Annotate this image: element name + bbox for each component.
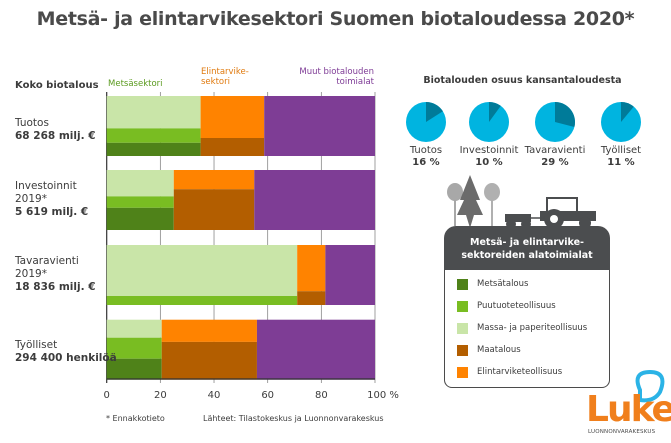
legend-swatch bbox=[457, 344, 468, 356]
luke-leaf-icon bbox=[635, 369, 665, 403]
bar-segment-maatalous bbox=[161, 341, 257, 380]
pie-tavaravienti-share bbox=[555, 102, 575, 127]
bar-segment-elintarviketeollisuus bbox=[200, 96, 265, 138]
bar-segment-maatalous bbox=[173, 189, 255, 230]
bar-segment-metsätalous bbox=[106, 142, 201, 156]
bar-segment-maatalous bbox=[297, 291, 326, 305]
pie-label-value: 11 % bbox=[607, 157, 635, 168]
x-tick-label: 100 % bbox=[367, 390, 399, 401]
x-tick-label: 60 bbox=[261, 390, 274, 401]
category-total: 18 836 milj. € bbox=[15, 281, 96, 293]
tree-icon bbox=[447, 183, 463, 201]
legend-label: Puutuoteteollisuus bbox=[477, 301, 556, 311]
bar-segment-other bbox=[264, 96, 375, 156]
category-total: 294 400 henkilöä bbox=[15, 352, 117, 364]
tree-trunk-icon bbox=[454, 196, 456, 226]
legend-item: Metsätalous bbox=[457, 277, 528, 291]
trailer-icon bbox=[505, 214, 531, 222]
legend-title: Metsä- ja elintarvike-sektoreiden alatoi… bbox=[444, 226, 610, 270]
category-label-tyolliset: Työlliset 294 400 henkilöä bbox=[15, 339, 117, 365]
pie-label-value: 10 % bbox=[475, 157, 503, 168]
legend-item: Massa- ja paperiteollisuus bbox=[457, 321, 587, 335]
category-name: Tavaravienti bbox=[15, 255, 79, 267]
category-name: 2019* bbox=[15, 268, 47, 280]
bar-segment-massa-ja-paperiteollisuus bbox=[106, 245, 298, 296]
x-tick-label: 20 bbox=[154, 390, 167, 401]
x-tick-label: 0 bbox=[104, 390, 110, 401]
legend-label: Elintarviketeollisuus bbox=[477, 367, 563, 377]
footnote: * Ennakkotieto bbox=[106, 414, 165, 423]
legend-title-line: Metsä- ja elintarvike- bbox=[470, 237, 584, 248]
pie-section-title: Biotalouden osuus kansantaloudesta bbox=[423, 75, 622, 86]
bar-segment-puutuoteteollisuus bbox=[106, 196, 174, 208]
tractor-hub-icon bbox=[550, 215, 558, 223]
sector-header-food: Elintarvike-sektori bbox=[201, 67, 249, 87]
bar-segment-elintarviketeollisuus bbox=[161, 319, 257, 342]
luke-logo-subtitle: LUONNONVARAKESKUS bbox=[588, 429, 656, 435]
tree-trunk-icon bbox=[491, 196, 493, 226]
pie-label-name: Tavaravienti bbox=[524, 145, 586, 156]
bar-segment-puutuoteteollisuus bbox=[106, 337, 162, 359]
pie-label: Työlliset 11 % bbox=[586, 145, 656, 169]
sector-header-other: Muut biotalouden toimialat bbox=[299, 67, 374, 87]
legend-label: Metsätalous bbox=[477, 279, 529, 289]
row-header: Koko biotalous bbox=[15, 80, 99, 91]
bar-segment-elintarviketeollisuus bbox=[297, 245, 326, 292]
bar-segment-metsätalous bbox=[106, 207, 174, 230]
pie-label: Tavaravienti 29 % bbox=[520, 145, 590, 169]
legend-item: Puutuoteteollisuus bbox=[457, 299, 556, 313]
category-total: 5 619 milj. € bbox=[15, 206, 89, 218]
pie-label-name: Investoinnit bbox=[459, 145, 519, 156]
legend-title-line: sektoreiden alatoimialat bbox=[461, 250, 593, 261]
pie-työlliset-share bbox=[621, 102, 634, 122]
sector-header-forest: Metsäsektori bbox=[108, 79, 163, 89]
legend-swatch bbox=[457, 366, 468, 378]
bar-segment-other bbox=[256, 319, 375, 380]
legend-swatch bbox=[457, 322, 468, 334]
bar-segment-massa-ja-paperiteollisuus bbox=[106, 170, 174, 197]
bar-segment-elintarviketeollisuus bbox=[173, 170, 255, 190]
category-label-tuotos: Tuotos 68 268 milj. € bbox=[15, 117, 96, 143]
bar-segment-other bbox=[254, 170, 375, 230]
spruce-icon bbox=[457, 175, 483, 228]
pie-tuotos-share bbox=[426, 102, 443, 122]
pie-label: Tuotos 16 % bbox=[391, 145, 461, 169]
bar-segment-puutuoteteollisuus bbox=[106, 296, 298, 305]
pie-investoinnit-share bbox=[489, 102, 501, 122]
bar-segment-other bbox=[325, 245, 375, 305]
category-name: Työlliset bbox=[15, 339, 58, 351]
pie-label-value: 16 % bbox=[412, 157, 440, 168]
tree-icon bbox=[484, 183, 500, 201]
category-name: Investoinnit bbox=[15, 180, 77, 192]
pie-label-value: 29 % bbox=[541, 157, 569, 168]
luke-logo: Luke bbox=[586, 389, 671, 430]
category-total: 68 268 milj. € bbox=[15, 130, 96, 142]
legend-swatch bbox=[457, 300, 468, 312]
x-tick-label: 80 bbox=[315, 390, 328, 401]
category-name: Tuotos bbox=[15, 117, 49, 129]
bar-segment-puutuoteteollisuus bbox=[106, 128, 201, 143]
legend-label: Massa- ja paperiteollisuus bbox=[477, 323, 588, 333]
legend-label: Maatalous bbox=[477, 345, 521, 355]
bar-segment-maatalous bbox=[200, 138, 265, 156]
pie-label-name: Tuotos bbox=[409, 145, 443, 156]
bar-segment-massa-ja-paperiteollisuus bbox=[106, 96, 201, 129]
chart-title: Metsä- ja elintarvikesektori Suomen biot… bbox=[36, 8, 635, 30]
legend-swatch bbox=[457, 278, 468, 290]
tractor-body-icon bbox=[540, 211, 596, 221]
pie-label-name: Työlliset bbox=[600, 145, 642, 156]
category-name: 2019* bbox=[15, 193, 47, 205]
source-note: Lähteet: Tilastokeskus ja Luonnonvarakes… bbox=[203, 414, 384, 423]
category-label-investoinnit: Investoinnit 2019* 5 619 milj. € bbox=[15, 180, 88, 219]
legend-item: Maatalous bbox=[457, 343, 521, 357]
category-label-tavaravienti: Tavaravienti 2019* 18 836 milj. € bbox=[15, 255, 96, 294]
x-tick-label: 40 bbox=[208, 390, 221, 401]
legend-item: Elintarviketeollisuus bbox=[457, 365, 562, 379]
bar-segment-massa-ja-paperiteollisuus bbox=[106, 319, 162, 338]
pie-label: Investoinnit 10 % bbox=[454, 145, 524, 169]
bar-segment-metsätalous bbox=[106, 358, 162, 380]
